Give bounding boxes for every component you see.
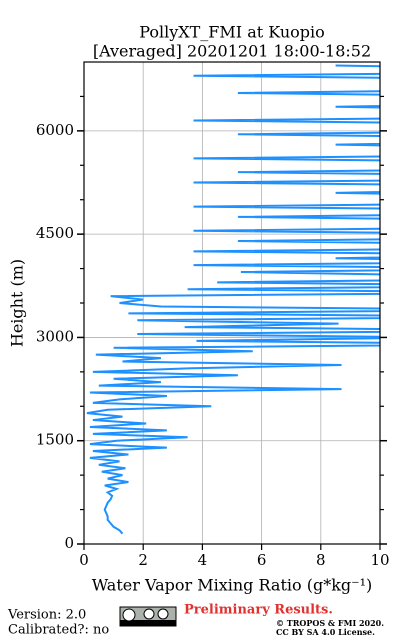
y-tick-label: 3000 bbox=[36, 327, 74, 345]
x-axis-label: Water Vapor Mixing Ratio (g*kg⁻¹) bbox=[92, 576, 372, 595]
chart-title: PollyXT_FMI at Kuopio bbox=[139, 23, 325, 42]
license: CC BY SA 4.0 License. bbox=[276, 627, 375, 637]
y-axis-label: Height (m) bbox=[8, 259, 27, 347]
version: Version: 2.0 bbox=[7, 608, 86, 623]
y-tick-label: 1500 bbox=[36, 431, 74, 449]
x-tick-label: 2 bbox=[138, 551, 148, 569]
status: Preliminary Results. bbox=[184, 603, 333, 618]
x-tick-label: 0 bbox=[79, 551, 89, 569]
license-badge bbox=[119, 606, 177, 627]
x-tick-label: 4 bbox=[198, 551, 208, 569]
y-tick-label: 0 bbox=[64, 534, 74, 552]
profile-line bbox=[86, 64, 380, 535]
x-tick-label: 6 bbox=[257, 551, 267, 569]
chart-subtitle: [Averaged] 20201201 18:00-18:52 bbox=[93, 42, 371, 61]
y-tick-label: 4500 bbox=[36, 224, 74, 242]
x-tick-label: 8 bbox=[316, 551, 326, 569]
x-tick-label: 10 bbox=[370, 551, 389, 569]
y-tick-label: 6000 bbox=[36, 121, 74, 139]
copyright: © TROPOS & FMI 2020. bbox=[276, 618, 384, 628]
calibrated: Calibrated?: no bbox=[8, 623, 109, 638]
